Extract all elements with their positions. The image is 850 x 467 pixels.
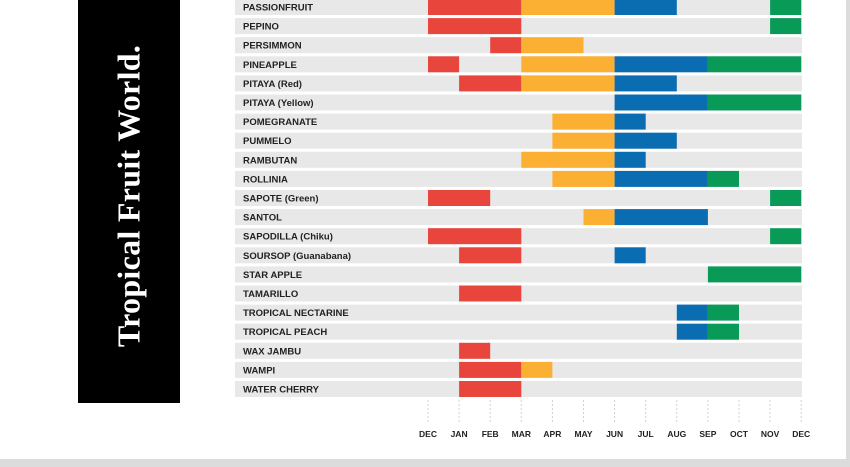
fruit-label: TROPICAL PEACH xyxy=(243,327,327,338)
season-bar xyxy=(614,247,646,264)
month-label: NOV xyxy=(761,429,780,439)
season-bar xyxy=(707,56,802,73)
season-bar xyxy=(521,0,615,15)
season-bar xyxy=(707,304,739,321)
season-bar xyxy=(552,132,615,149)
row-background xyxy=(235,342,802,359)
fruit-label: PITAYA (Yellow) xyxy=(243,98,314,109)
season-bar xyxy=(521,37,584,54)
season-bar xyxy=(521,75,615,92)
season-bar xyxy=(770,18,802,35)
season-bar xyxy=(614,56,708,73)
page-bottom-edge xyxy=(0,459,850,467)
fruit-label: PASSIONFRUIT xyxy=(243,3,313,14)
season-bar xyxy=(583,209,615,226)
fruit-label: PEPINO xyxy=(243,22,279,33)
month-label: MAR xyxy=(512,429,531,439)
season-bar xyxy=(459,381,522,397)
fruit-label: SANTOL xyxy=(243,213,282,224)
row-background xyxy=(235,266,802,283)
season-bar xyxy=(707,266,802,283)
month-label: APR xyxy=(543,429,561,439)
fruit-label: TAMARILLO xyxy=(243,289,298,300)
row-background xyxy=(235,113,802,130)
row-background xyxy=(235,190,802,206)
season-bar xyxy=(428,190,491,206)
season-bar xyxy=(614,170,708,187)
month-label: DEC xyxy=(792,429,810,439)
month-label: AUG xyxy=(667,429,686,439)
row-background xyxy=(235,304,802,321)
season-bar xyxy=(428,18,522,35)
season-bar xyxy=(707,170,739,187)
month-label: JUN xyxy=(606,429,623,439)
season-bar xyxy=(428,56,460,73)
season-bar xyxy=(614,132,677,149)
month-label: JUL xyxy=(638,429,654,439)
season-bar xyxy=(614,94,708,111)
season-bar xyxy=(521,151,615,168)
season-bar xyxy=(676,323,708,340)
fruit-label: TROPICAL NECTARINE xyxy=(243,308,349,319)
fruit-label: PINEAPPLE xyxy=(243,60,297,71)
page-edge xyxy=(846,0,850,467)
row-background xyxy=(235,323,802,340)
fruit-label: SAPODILLA (Chiku) xyxy=(243,232,333,243)
fruit-label: STAR APPLE xyxy=(243,270,302,281)
season-bar xyxy=(428,228,522,245)
month-label: OCT xyxy=(730,429,749,439)
season-bar xyxy=(614,75,677,92)
month-label: FEB xyxy=(482,429,499,439)
fruit-label: SOURSOP (Guanabana) xyxy=(243,251,351,262)
season-bar xyxy=(459,247,522,264)
season-bar xyxy=(614,151,646,168)
row-background xyxy=(235,132,802,149)
season-bar xyxy=(770,0,802,15)
season-bar xyxy=(521,361,553,378)
season-bar xyxy=(770,190,802,206)
brand-sidebar xyxy=(78,0,180,403)
fruit-label: WATER CHERRY xyxy=(243,385,320,396)
season-bar xyxy=(707,323,739,340)
fruit-label: RAMBUTAN xyxy=(243,155,297,166)
fruit-label: WAX JAMBU xyxy=(243,346,301,357)
season-bar xyxy=(459,342,491,359)
season-bar xyxy=(521,56,615,73)
month-label: JAN xyxy=(451,429,468,439)
fruit-label: WAMPI xyxy=(243,365,275,376)
fruit-label: PUMMELO xyxy=(243,136,292,147)
season-bar xyxy=(770,228,802,245)
season-bar xyxy=(707,94,802,111)
season-bar xyxy=(459,361,522,378)
season-bar xyxy=(614,113,646,130)
season-bar xyxy=(552,113,615,130)
season-bar xyxy=(676,304,708,321)
season-bar xyxy=(459,75,522,92)
season-bar xyxy=(614,0,677,15)
season-bar xyxy=(428,0,522,15)
row-background xyxy=(235,209,802,226)
season-bar xyxy=(459,285,522,302)
fruit-label: SAPOTE (Green) xyxy=(243,194,319,205)
fruit-label: ROLLINIA xyxy=(243,174,288,185)
fruit-label: POMEGRANATE xyxy=(243,117,317,128)
season-bar xyxy=(552,170,615,187)
fruit-label: PERSIMMON xyxy=(243,41,302,52)
season-bar xyxy=(614,209,708,226)
month-label: SEP xyxy=(699,429,716,439)
fruit-label: PITAYA (Red) xyxy=(243,79,302,90)
month-label: MAY xyxy=(574,429,592,439)
row-background xyxy=(235,151,802,168)
month-label: DEC xyxy=(419,429,437,439)
season-bar xyxy=(490,37,522,54)
